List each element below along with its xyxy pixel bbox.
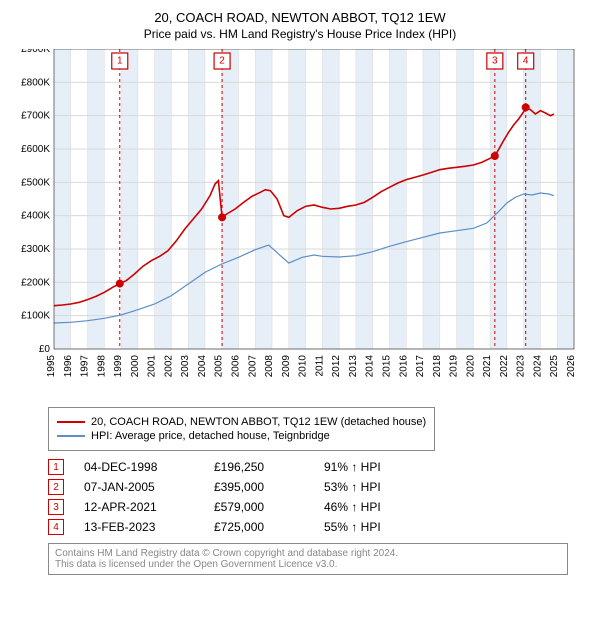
table-row: 2 07-JAN-2005 £395,000 53% ↑ HPI bbox=[48, 479, 592, 495]
sale-price: £395,000 bbox=[214, 480, 304, 494]
sale-date: 13-FEB-2023 bbox=[84, 520, 194, 534]
svg-text:2026: 2026 bbox=[566, 355, 577, 378]
svg-text:£900K: £900K bbox=[21, 49, 50, 55]
svg-text:2017: 2017 bbox=[415, 355, 426, 378]
chart-subtitle: Price paid vs. HM Land Registry's House … bbox=[8, 27, 592, 41]
svg-text:2022: 2022 bbox=[499, 355, 510, 378]
chart-area: £0 £100K £200K £300K £400K £500K £600K £700K £80… bbox=[8, 49, 592, 399]
sale-marker-icon: 3 bbox=[48, 499, 64, 515]
svg-text:2024: 2024 bbox=[532, 355, 543, 378]
svg-text:2: 2 bbox=[219, 56, 225, 67]
chart-title: 20, COACH ROAD, NEWTON ABBOT, TQ12 1EW bbox=[8, 10, 592, 25]
svg-text:2009: 2009 bbox=[281, 355, 292, 378]
svg-text:1997: 1997 bbox=[80, 355, 91, 378]
svg-text:1995: 1995 bbox=[46, 355, 57, 378]
sale-date: 07-JAN-2005 bbox=[84, 480, 194, 494]
legend-swatch-2 bbox=[57, 435, 85, 437]
svg-text:2006: 2006 bbox=[231, 355, 242, 378]
svg-text:4: 4 bbox=[523, 56, 529, 67]
svg-text:2000: 2000 bbox=[130, 355, 141, 378]
svg-text:2014: 2014 bbox=[365, 355, 376, 378]
svg-text:2023: 2023 bbox=[516, 355, 527, 378]
svg-text:2010: 2010 bbox=[298, 355, 309, 378]
svg-text:2011: 2011 bbox=[314, 355, 325, 377]
svg-text:2012: 2012 bbox=[331, 355, 342, 378]
sale-marker-icon: 2 bbox=[48, 479, 64, 495]
svg-text:2007: 2007 bbox=[247, 355, 258, 378]
svg-text:2016: 2016 bbox=[398, 355, 409, 378]
svg-text:£100K: £100K bbox=[21, 311, 50, 322]
sale-price: £196,250 bbox=[214, 460, 304, 474]
legend: 20, COACH ROAD, NEWTON ABBOT, TQ12 1EW (… bbox=[48, 407, 435, 451]
svg-text:2018: 2018 bbox=[432, 355, 443, 378]
sale-marker-icon: 4 bbox=[48, 519, 64, 535]
svg-text:£0: £0 bbox=[39, 344, 51, 355]
svg-text:2008: 2008 bbox=[264, 355, 275, 378]
svg-text:1996: 1996 bbox=[63, 355, 74, 378]
sale-price: £725,000 bbox=[214, 520, 304, 534]
legend-label: HPI: Average price, detached house, Teig… bbox=[91, 430, 330, 442]
sale-date: 04-DEC-1998 bbox=[84, 460, 194, 474]
sale-pct: 53% ↑ HPI bbox=[324, 480, 424, 494]
svg-text:1999: 1999 bbox=[113, 355, 124, 378]
sale-marker-icon: 1 bbox=[48, 459, 64, 475]
svg-text:2021: 2021 bbox=[482, 355, 493, 378]
table-row: 1 04-DEC-1998 £196,250 91% ↑ HPI bbox=[48, 459, 592, 475]
legend-swatch-1 bbox=[57, 421, 85, 423]
legend-item: HPI: Average price, detached house, Teig… bbox=[57, 430, 426, 442]
svg-text:2019: 2019 bbox=[449, 355, 460, 378]
svg-text:2015: 2015 bbox=[381, 355, 392, 378]
footer-attribution: Contains HM Land Registry data © Crown c… bbox=[48, 543, 568, 575]
sale-date: 12-APR-2021 bbox=[84, 500, 194, 514]
sale-pct: 46% ↑ HPI bbox=[324, 500, 424, 514]
svg-text:3: 3 bbox=[492, 56, 498, 67]
sales-table: 1 04-DEC-1998 £196,250 91% ↑ HPI 2 07-JA… bbox=[48, 459, 592, 535]
footer-line: This data is licensed under the Open Gov… bbox=[55, 559, 561, 570]
sale-price: £579,000 bbox=[214, 500, 304, 514]
svg-text:2025: 2025 bbox=[549, 355, 560, 378]
svg-text:£300K: £300K bbox=[21, 244, 50, 255]
svg-text:2002: 2002 bbox=[163, 355, 174, 378]
legend-item: 20, COACH ROAD, NEWTON ABBOT, TQ12 1EW (… bbox=[57, 416, 426, 428]
svg-text:1: 1 bbox=[117, 56, 123, 67]
svg-text:2003: 2003 bbox=[180, 355, 191, 378]
table-row: 4 13-FEB-2023 £725,000 55% ↑ HPI bbox=[48, 519, 592, 535]
svg-text:£800K: £800K bbox=[21, 77, 50, 88]
svg-text:2001: 2001 bbox=[147, 355, 158, 378]
line-chart: £0 £100K £200K £300K £400K £500K £600K £700K £80… bbox=[8, 49, 592, 399]
sale-pct: 91% ↑ HPI bbox=[324, 460, 424, 474]
svg-text:2004: 2004 bbox=[197, 355, 208, 378]
svg-text:2020: 2020 bbox=[465, 355, 476, 378]
svg-text:£400K: £400K bbox=[21, 211, 50, 222]
svg-text:2013: 2013 bbox=[348, 355, 359, 378]
svg-text:£200K: £200K bbox=[21, 277, 50, 288]
svg-text:£700K: £700K bbox=[21, 111, 50, 122]
table-row: 3 12-APR-2021 £579,000 46% ↑ HPI bbox=[48, 499, 592, 515]
sale-pct: 55% ↑ HPI bbox=[324, 520, 424, 534]
svg-text:£500K: £500K bbox=[21, 177, 50, 188]
svg-text:£600K: £600K bbox=[21, 144, 50, 155]
svg-text:1998: 1998 bbox=[96, 355, 107, 378]
svg-text:2005: 2005 bbox=[214, 355, 225, 378]
legend-label: 20, COACH ROAD, NEWTON ABBOT, TQ12 1EW (… bbox=[91, 416, 426, 428]
footer-line: Contains HM Land Registry data © Crown c… bbox=[55, 548, 561, 559]
